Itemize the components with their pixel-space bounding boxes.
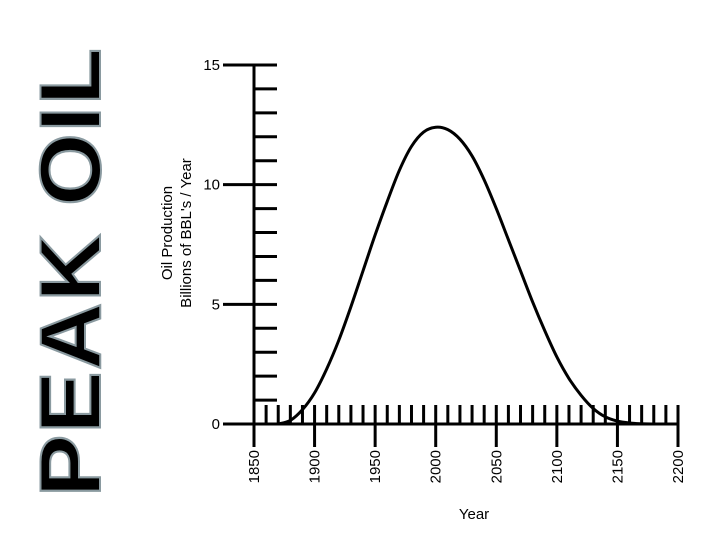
y-tick-label: 5 (212, 296, 220, 313)
x-tick-label: 2100 (549, 450, 566, 483)
x-tick-label: 2050 (488, 450, 505, 483)
x-tick-label: 2200 (670, 450, 687, 483)
y-tick-label: 15 (203, 57, 220, 74)
y-axis-label-line-1: Oil Production (159, 186, 176, 280)
production-curve (277, 125, 654, 426)
plot-area (277, 125, 654, 426)
x-axis-label: Year (459, 506, 489, 523)
x-tick-label: 2000 (428, 450, 445, 483)
x-axis: 1850 1900 1950 2000 2050 2100 2150 2200 (223, 405, 687, 483)
y-axis-label-line-2: Billions of BBL's / Year (178, 158, 195, 308)
x-tick-label: 2150 (609, 450, 626, 483)
y-tick-label: 10 (203, 177, 220, 194)
x-tick-label: 1950 (367, 450, 384, 483)
side-title-text: PEAK OIL (23, 47, 119, 497)
side-title: PEAK OIL (22, 46, 120, 498)
y-axis: 0 5 10 15 (203, 57, 277, 433)
y-tick-label: 0 (212, 416, 220, 433)
x-tick-label: 1900 (307, 450, 324, 483)
x-tick-label: 1850 (246, 450, 263, 483)
